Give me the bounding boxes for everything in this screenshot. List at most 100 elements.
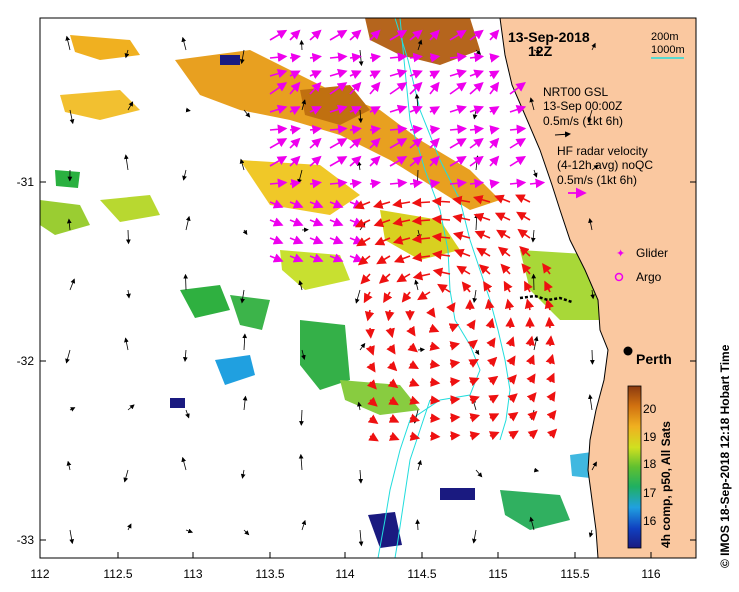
radar-arrow-magenta xyxy=(409,155,423,167)
radar-arrow-magenta xyxy=(289,70,301,80)
radar-arrow-magenta xyxy=(329,104,348,114)
radar-arrow-red xyxy=(478,264,491,275)
radar-arrow-red xyxy=(469,413,481,423)
radar-arrow-magenta xyxy=(269,29,288,41)
radar-legend-line3: 0.5m/s (1kt 6h) xyxy=(557,173,637,187)
radar-arrow-red xyxy=(545,335,555,347)
radar-arrow-magenta xyxy=(329,178,348,189)
model-legend-line1: NRT00 GSL xyxy=(543,85,608,99)
radar-arrow-red xyxy=(488,413,500,422)
radar-arrow-magenta xyxy=(329,217,344,227)
radar-arrow-magenta xyxy=(488,106,500,116)
radar-arrow-magenta xyxy=(489,179,500,189)
radar-arrow-red xyxy=(429,395,441,405)
model-arrow xyxy=(239,158,245,171)
radar-arrow-red xyxy=(525,354,535,366)
radar-arrow-magenta xyxy=(449,52,467,63)
radar-arrow-red xyxy=(409,395,420,405)
radar-arrow-red xyxy=(456,265,471,275)
model-legend-line3: 0.5m/s (1kt 6h) xyxy=(543,114,623,128)
radar-arrow-magenta xyxy=(309,253,324,263)
radar-arrow-magenta xyxy=(329,82,348,95)
model-arrow xyxy=(243,529,250,536)
radar-arrow-magenta xyxy=(269,104,288,114)
radar-arrow-magenta xyxy=(329,68,348,79)
model-legend-line2: 13-Sep 00:00Z xyxy=(543,99,622,113)
radar-arrow-magenta xyxy=(509,82,526,95)
model-arrow xyxy=(123,469,129,483)
model-arrow xyxy=(475,469,483,478)
radar-arrow-red xyxy=(357,255,371,266)
model-arrow xyxy=(124,49,130,59)
model-arrow xyxy=(183,273,189,291)
radar-arrow-magenta xyxy=(429,81,440,95)
model-arrow xyxy=(69,529,75,545)
radar-arrow-magenta xyxy=(289,179,301,189)
radar-arrow-red xyxy=(449,359,461,369)
radar-arrow-magenta xyxy=(349,178,362,189)
radar-arrow-red xyxy=(505,317,515,329)
radar-arrow-magenta xyxy=(509,105,527,115)
radar-arrow-red xyxy=(411,234,431,244)
radar-arrow-magenta xyxy=(349,81,362,95)
model-arrow xyxy=(587,109,593,123)
x-tick-114-5: 114.5 xyxy=(407,567,436,581)
radar-arrow-magenta xyxy=(489,137,500,149)
model-arrow xyxy=(69,407,76,412)
radar-arrow-red xyxy=(385,327,395,339)
radar-arrow-red xyxy=(472,195,491,205)
radar-arrow-red xyxy=(384,309,395,322)
sst-patch-blue-1 xyxy=(215,355,255,385)
radar-arrow-red xyxy=(507,393,518,404)
radar-arrow-magenta xyxy=(489,155,500,167)
radar-arrow-magenta xyxy=(289,235,304,245)
radar-arrow-magenta xyxy=(489,81,500,95)
model-arrow xyxy=(242,229,248,236)
radar-arrow-magenta xyxy=(349,137,362,149)
sst-patch-green-1 xyxy=(180,285,230,318)
radar-arrow-red xyxy=(406,325,416,337)
model-arrow xyxy=(242,333,248,351)
model-arrow xyxy=(123,154,129,171)
radar-arrow-red xyxy=(452,213,471,223)
model-arrow xyxy=(301,519,307,531)
radar-arrow-red xyxy=(546,391,556,402)
radar-arrow-red xyxy=(426,307,436,318)
model-arrow xyxy=(588,217,593,231)
radar-arrow-magenta xyxy=(449,82,467,95)
radar-arrow-magenta xyxy=(429,137,440,149)
x-tick-113: 113 xyxy=(183,567,202,581)
radar-arrow-red xyxy=(469,395,480,405)
radar-arrow-red xyxy=(412,271,431,281)
model-arrow xyxy=(299,409,304,426)
model-arrow xyxy=(65,349,71,364)
y-axis: -31 -32 -33 xyxy=(17,175,696,547)
radar-arrow-magenta xyxy=(469,69,484,79)
radar-arrow-magenta xyxy=(509,178,527,189)
radar-arrow-red xyxy=(388,414,400,423)
radar-legend-line1: HF radar velocity xyxy=(557,144,648,158)
glider-legend-symbol: ✦ xyxy=(616,247,625,260)
y-tick-minus-31: -31 xyxy=(17,175,35,189)
radar-arrow-red xyxy=(473,212,491,222)
radar-arrow-magenta xyxy=(429,179,441,189)
y-tick-minus-33: -33 xyxy=(17,533,35,547)
model-arrow xyxy=(66,460,72,471)
radar-arrow-magenta xyxy=(269,138,288,149)
radar-arrow-magenta xyxy=(409,81,423,95)
radar-arrow-magenta xyxy=(429,70,441,80)
radar-arrow-magenta xyxy=(329,235,344,245)
radar-arrow-red xyxy=(431,214,451,225)
radar-arrow-red xyxy=(432,250,451,260)
glider-track xyxy=(519,294,573,304)
radar-arrow-magenta xyxy=(389,156,408,167)
time-label: 12Z xyxy=(528,43,553,59)
radar-arrow-magenta xyxy=(369,179,382,189)
land-australia xyxy=(499,18,696,558)
radar-arrow-magenta xyxy=(409,29,423,41)
radar-arrow-red xyxy=(488,394,499,404)
radar-arrow-red xyxy=(392,198,411,209)
radar-arrow-red xyxy=(476,247,491,257)
radar-arrow-magenta xyxy=(329,156,348,167)
model-legend-arrow xyxy=(554,131,571,138)
